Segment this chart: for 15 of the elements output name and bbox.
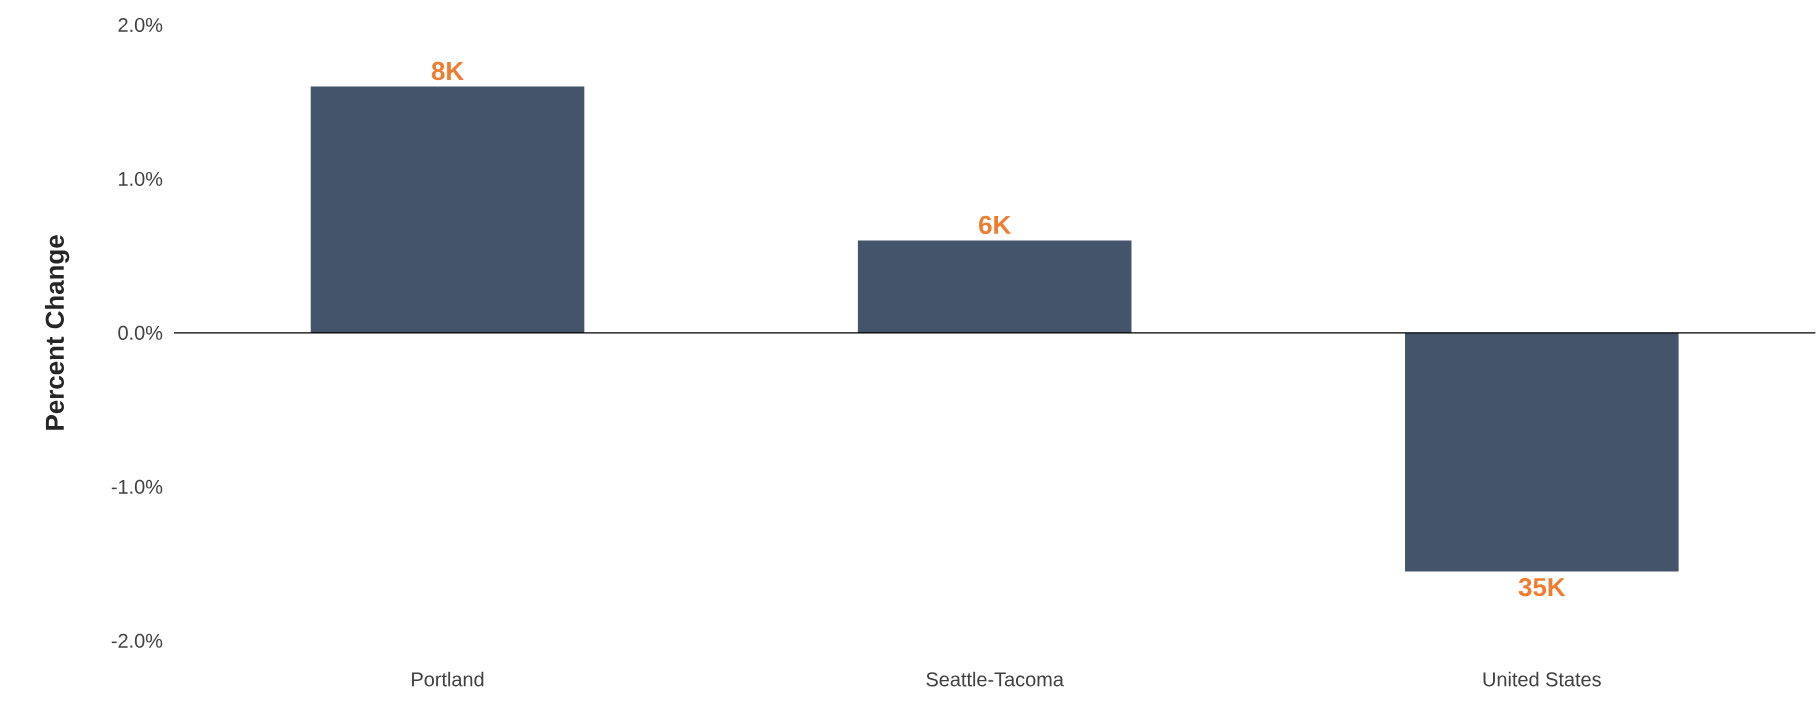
bar: [310, 86, 585, 334]
y-tick-label: 1.0%: [119, 172, 163, 187]
y-tick-label: 0.0%: [118, 325, 163, 341]
y-axis-title: Percent Change: [44, 235, 70, 430]
annotation: 35K: [1518, 578, 1566, 597]
y-tick-label: -2.0%: [111, 633, 163, 648]
annotation: 8K: [431, 61, 464, 81]
x-tick-label: United States: [1483, 671, 1601, 687]
x-tick-label: Portland: [412, 671, 484, 687]
y-tick-label: -1.0%: [111, 479, 163, 494]
bar: [1405, 333, 1679, 572]
x-tick-label: Seattle-Tacoma: [926, 671, 1064, 687]
y-tick-label: 2.0%: [118, 18, 163, 33]
bar: [857, 240, 1132, 334]
annotation: 6K: [979, 215, 1011, 235]
